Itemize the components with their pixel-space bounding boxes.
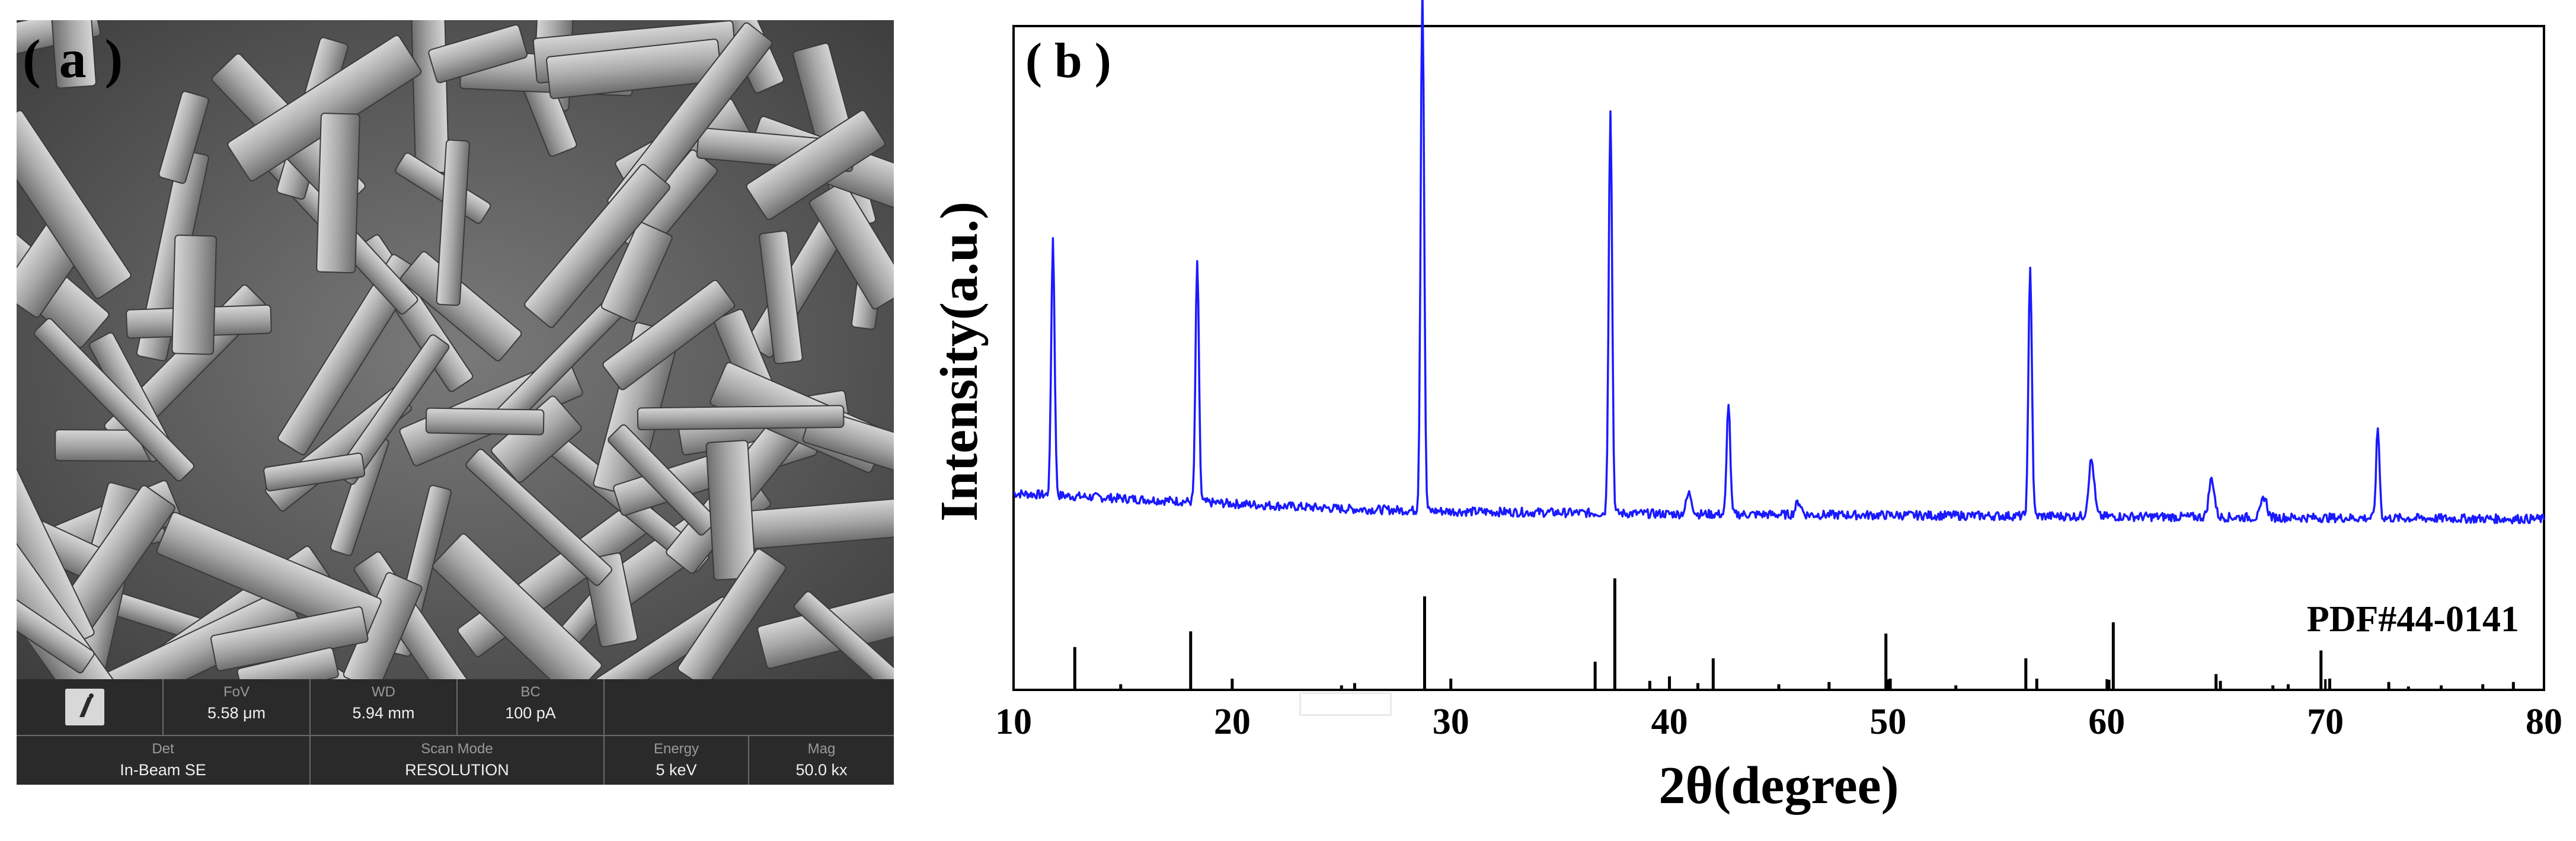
x-tick-label: 80 <box>2526 702 2562 742</box>
crystal-rod <box>48 20 97 89</box>
scan-mode-label: Scan Mode <box>421 741 493 757</box>
crystal-rod <box>677 548 787 679</box>
crystal-rod <box>602 280 736 391</box>
x-tick-label: 40 <box>1651 702 1688 742</box>
scan-mode-cell: Scan Mode RESOLUTION <box>311 736 605 785</box>
crystal-rod <box>746 110 886 220</box>
det-cell: Det In-Beam SE <box>17 736 311 785</box>
bc-label: BC <box>520 684 541 700</box>
fov-cell: FoV 5.58 μm <box>164 679 311 736</box>
xrd-panel: 10 20 30 40 50 60 70 80 ( b ) PDF#44-0141 2θ(de… <box>907 0 2576 841</box>
plot-frame <box>1012 25 2545 691</box>
mag-label: Mag <box>807 741 836 757</box>
crystal-rod <box>316 113 360 274</box>
crystal-rod <box>428 24 528 84</box>
panel-b-label: ( b ) <box>1025 33 1111 88</box>
crystal-rod <box>277 254 420 456</box>
x-tick-label: 10 <box>995 702 1032 742</box>
xrd-chart: 10 20 30 40 50 60 70 80 ( b ) PDF#44-0141 2θ(de… <box>930 0 2562 815</box>
crystal-rod <box>410 20 450 174</box>
crystal-rod <box>759 230 803 364</box>
crystal-rod <box>808 181 894 310</box>
det-label: Det <box>152 741 174 757</box>
mag-value: 50.0 kx <box>795 761 848 779</box>
reference-label: PDF#44-0141 <box>2307 599 2519 639</box>
crystal-rod <box>158 91 209 184</box>
panel-a-label: ( a ) <box>23 28 126 89</box>
logo-cell <box>17 679 164 736</box>
x-tick-label: 20 <box>1214 702 1251 742</box>
sem-micrograph: ( a ) <box>17 20 894 679</box>
crystal-rod <box>156 511 382 641</box>
sem-databar: FoV 5.58 μm WD 5.94 mm BC 100 pA 500 nm … <box>17 679 1392 785</box>
bc-value: 100 pA <box>505 704 556 722</box>
x-tick-label: 30 <box>1433 702 1469 742</box>
crystal-rod <box>600 222 673 322</box>
crystal-rod <box>17 110 132 299</box>
scan-mode-value: RESOLUTION <box>405 761 509 779</box>
scale-bar-label: 500 nm <box>1322 696 1369 711</box>
sem-panel: ( a ) FoV 5.58 μm WD 5.94 mm BC 100 pA 5… <box>17 20 1392 785</box>
crystal-rod <box>263 452 366 492</box>
crystal-rod <box>425 407 545 436</box>
crystal-rod <box>171 234 218 355</box>
y-axis-title: Intensity(a.u.) <box>930 202 989 522</box>
mag-cell: Mag 50.0 kx <box>749 736 894 785</box>
wd-label: WD <box>372 684 395 700</box>
crystal-rod <box>33 318 194 482</box>
crystal-rod <box>793 591 894 679</box>
x-tick-label: 60 <box>2088 702 2125 742</box>
crystal-rod <box>236 647 339 679</box>
wd-cell: WD 5.94 mm <box>311 679 458 736</box>
crystal-rod <box>757 574 894 669</box>
bc-cell: BC 100 pA <box>458 679 605 736</box>
sem-crystals-drawing <box>17 20 894 679</box>
energy-label: Energy <box>653 741 699 757</box>
crystal-rod <box>608 424 717 536</box>
energy-cell: Energy 5 keV <box>605 736 749 785</box>
fov-label: FoV <box>223 684 250 700</box>
instrument-logo-icon <box>65 689 104 725</box>
x-axis-ticks: 10 20 30 40 50 60 70 80 <box>995 679 2562 742</box>
energy-value: 5 keV <box>656 761 697 779</box>
det-value: In-Beam SE <box>120 761 206 779</box>
x-axis-title: 2θ(degree) <box>1658 756 1899 815</box>
wd-value: 5.94 mm <box>352 704 415 722</box>
crystal-rod <box>432 533 602 679</box>
fov-value: 5.58 μm <box>207 704 266 722</box>
crystal-rod <box>465 449 612 586</box>
x-tick-label: 50 <box>1869 702 1906 742</box>
crystal-rod <box>399 251 522 362</box>
xrd-pattern-line <box>1013 0 2545 525</box>
crystal-rod <box>17 589 95 674</box>
scalebar-cell: 500 nm <box>605 679 1392 736</box>
crystal-rod <box>436 139 470 306</box>
crystal-rod <box>705 440 756 581</box>
crystal-rod <box>524 164 670 328</box>
x-tick-label: 70 <box>2307 702 2344 742</box>
scale-bar: 500 nm <box>1299 692 1392 716</box>
crystal-rod <box>637 405 845 431</box>
